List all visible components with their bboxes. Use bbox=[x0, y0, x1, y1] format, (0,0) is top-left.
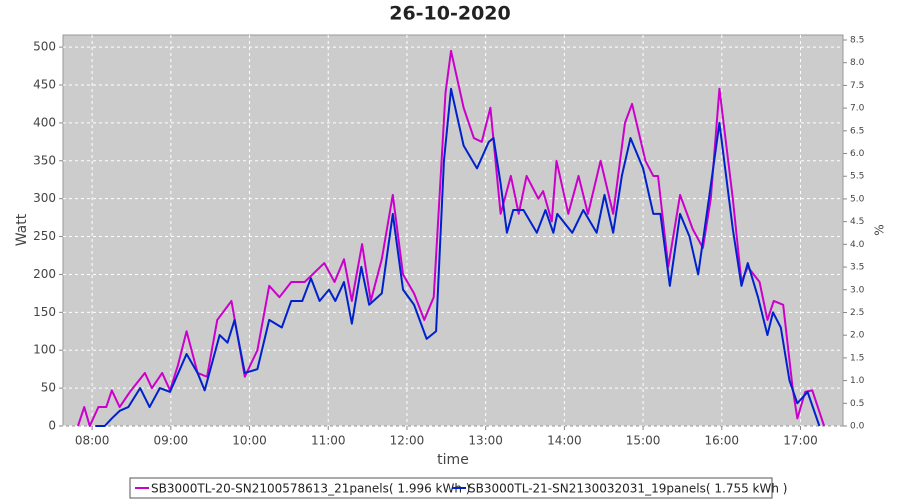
y2-tick-label: 0.5 bbox=[850, 399, 864, 409]
x-tick-label: 17:00 bbox=[783, 434, 818, 448]
series-line bbox=[95, 87, 821, 427]
y2-tick-label: 6.0 bbox=[850, 149, 865, 159]
x-tick-label: 12:00 bbox=[390, 434, 425, 448]
y-tick-label: 300 bbox=[33, 191, 56, 205]
x-axis-label: time bbox=[437, 452, 469, 468]
x-tick-label: 08:00 bbox=[75, 434, 110, 448]
y2-tick-label: 3.0 bbox=[850, 285, 865, 295]
y2-tick-label: 5.0 bbox=[850, 194, 865, 204]
x-tick-label: 16:00 bbox=[704, 434, 739, 448]
y2-tick-label: 0.0 bbox=[850, 422, 865, 432]
y-tick-label: 250 bbox=[33, 229, 56, 243]
y-tick-label: 150 bbox=[33, 305, 56, 319]
y-tick-label: 350 bbox=[33, 153, 56, 167]
x-tick-label: 11:00 bbox=[311, 434, 346, 448]
y2-tick-label: 4.5 bbox=[850, 217, 864, 227]
y-tick-label: 0 bbox=[48, 419, 56, 433]
legend bbox=[129, 477, 773, 499]
x-tick-label: 09:00 bbox=[154, 434, 189, 448]
y2-tick-label: 1.5 bbox=[850, 353, 864, 363]
y2-tick-label: 3.5 bbox=[850, 263, 864, 273]
legend-label: SB3000TL-21-SN2130032031_19panels( 1.755… bbox=[468, 482, 787, 496]
y-tick-label: 100 bbox=[33, 343, 56, 357]
y2-tick-label: 7.0 bbox=[850, 104, 865, 114]
x-tick-label: 10:00 bbox=[232, 434, 267, 448]
y2-tick-label: 6.5 bbox=[850, 126, 864, 136]
y-tick-label: 200 bbox=[33, 267, 56, 281]
chart-title: 26-10-2020 bbox=[389, 3, 511, 25]
y2-tick-label: 4.0 bbox=[850, 240, 865, 250]
x-tick-label: 14:00 bbox=[547, 434, 582, 448]
y2-tick-label: 2.5 bbox=[850, 308, 864, 318]
x-tick-label: 15:00 bbox=[626, 434, 661, 448]
y2-tick-label: 5.5 bbox=[850, 172, 864, 182]
y2-tick-label: 7.5 bbox=[850, 81, 864, 91]
y2-axis-label: % bbox=[873, 224, 887, 235]
x-tick-label: 13:00 bbox=[468, 434, 503, 448]
y-axis-label: Watt bbox=[14, 213, 30, 246]
y2-tick-label: 2.0 bbox=[850, 331, 865, 341]
y-tick-label: 500 bbox=[33, 40, 56, 54]
y-tick-label: 400 bbox=[33, 115, 56, 129]
legend-label: SB3000TL-20-SN2100578613_21panels( 1.996… bbox=[151, 482, 470, 496]
y-tick-label: 50 bbox=[41, 381, 56, 395]
y-tick-label: 450 bbox=[33, 78, 56, 92]
y2-tick-label: 8.0 bbox=[850, 58, 865, 68]
y2-tick-label: 1.0 bbox=[850, 376, 865, 386]
y2-tick-label: 8.5 bbox=[850, 35, 864, 45]
